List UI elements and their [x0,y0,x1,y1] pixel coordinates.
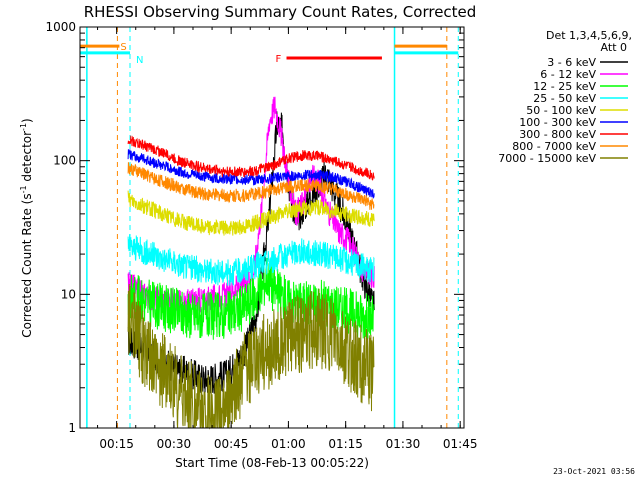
series-line-1 [127,96,375,316]
series-line-4 [127,190,375,236]
night-marker: N [136,55,143,66]
y-tick-label: 1 [68,421,76,435]
legend-entry-label: 300 - 800 keV [519,128,596,141]
series-line-6 [127,135,375,181]
x-tick-label: 01:15 [328,437,363,451]
legend-entry-label: 7000 - 15000 keV [498,152,596,165]
saa-marker: S [120,42,126,53]
series-line-7 [127,162,375,210]
x-axis-label: Start Time (08-Feb-13 00:05:22) [175,456,369,470]
legend-entry-label: 50 - 100 keV [526,104,596,117]
x-axis: 00:15 00:30 00:45 01:00 01:15 01:30 01:45 [97,27,478,451]
legend-detectors: Det 1,3,4,5,6,9, [546,29,632,42]
legend-entry-label: 12 - 25 keV [533,80,596,93]
legend-entry-label: 3 - 6 keV [547,56,596,69]
chart-title: RHESSI Observing Summary Count Rates, Co… [84,3,477,21]
y-tick-label: 10 [61,287,76,301]
y-tick-label: 1000 [45,20,76,34]
x-tick-label: 01:30 [386,437,421,451]
y-axis: 1 10 100 1000 [45,20,464,435]
series-line-8 [127,283,375,430]
x-tick-label: 00:15 [99,437,134,451]
series-line-5 [127,149,375,199]
x-tick-label: 00:30 [157,437,192,451]
legend-entry-label: 100 - 300 keV [519,116,596,129]
series-layer [127,96,375,430]
legend-attenuator: Att 0 [601,41,627,54]
legend-entry-label: 800 - 7000 keV [512,140,596,153]
x-tick-label: 01:45 [443,437,478,451]
timestamp: 23-Oct-2021 03:56 [553,467,635,476]
legend-entry-label: 25 - 50 keV [533,92,596,105]
flare-marker: F [276,54,282,65]
y-tick-label: 100 [53,154,76,168]
plot-frame [79,26,465,429]
series-line-3 [127,234,375,286]
x-tick-label: 01:00 [271,437,306,451]
y-axis-label: Corrected Count Rate (s-1 detector-1) [19,118,34,337]
legend-entry-label: 6 - 12 keV [540,68,596,81]
x-tick-label: 00:45 [214,437,249,451]
annotation-layer: SN F [80,27,459,428]
